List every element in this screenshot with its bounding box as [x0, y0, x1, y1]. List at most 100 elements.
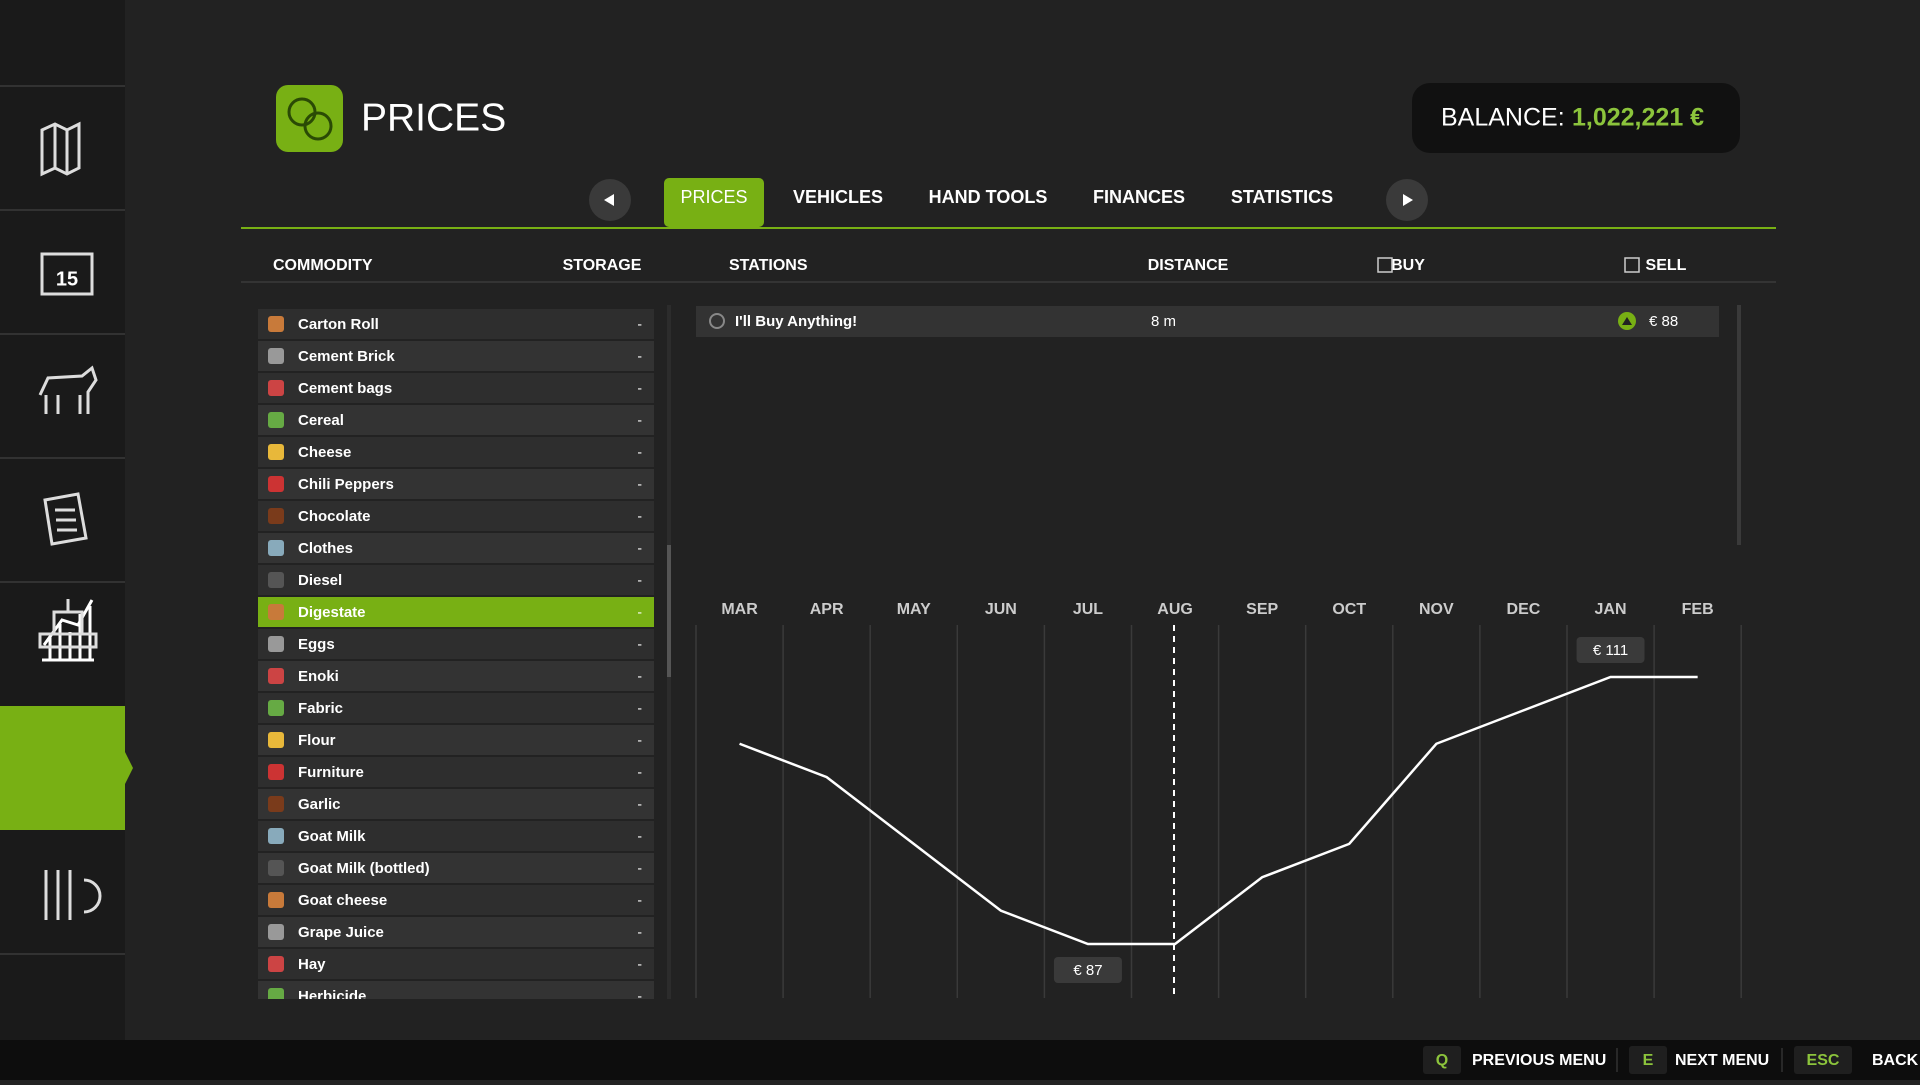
tab[interactable]: PRICES — [680, 187, 747, 207]
commodity-storage: - — [637, 508, 642, 524]
commodity-row[interactable]: Garlic - — [258, 789, 654, 819]
balance-label: BALANCE: — [1441, 104, 1565, 132]
footer-action[interactable]: NEXT MENU — [1675, 1052, 1769, 1069]
station-row[interactable] — [696, 306, 1719, 337]
commodity-storage: - — [637, 924, 642, 940]
svg-text:15: 15 — [56, 268, 78, 290]
calendar-icon[interactable] — [40, 252, 94, 296]
commodity-row[interactable]: Goat Milk - — [258, 821, 654, 851]
commodity-storage: - — [637, 732, 642, 748]
commodity-row[interactable]: Hay - — [258, 949, 654, 979]
commodity-name: Digestate — [298, 604, 366, 621]
commodity-row[interactable]: Chili Peppers - — [258, 469, 654, 499]
commodity-storage: - — [637, 540, 642, 556]
commodity-row[interactable]: Chocolate - — [258, 501, 654, 531]
commodity-icon — [268, 604, 284, 620]
commodity-storage: - — [637, 380, 642, 396]
commodity-storage: - — [637, 764, 642, 780]
commodity-icon — [268, 508, 284, 524]
animals-icon[interactable] — [38, 365, 98, 414]
row-bg — [258, 565, 654, 595]
commodity-row[interactable]: Diesel - — [258, 565, 654, 595]
commodity-name: Garlic — [298, 796, 341, 813]
commodity-name: Hay — [298, 956, 326, 973]
commodity-row[interactable]: Fabric - — [258, 693, 654, 723]
commodity-storage: - — [637, 412, 642, 428]
station-scrollbar — [1737, 305, 1741, 545]
commodity-row[interactable]: Furniture - — [258, 757, 654, 787]
month-label: OCT — [1332, 601, 1366, 618]
commodity-storage: - — [637, 828, 642, 844]
commodity-row[interactable]: Herbicide - — [258, 981, 654, 1011]
column-header: BUY — [1391, 257, 1425, 274]
commodity-storage: - — [637, 988, 642, 1004]
commodity-icon — [268, 732, 284, 748]
commodity-icon — [268, 636, 284, 652]
commodity-row[interactable]: Goat cheese - — [258, 885, 654, 915]
row-bg — [258, 949, 654, 979]
commodity-storage: - — [637, 316, 642, 332]
row-bg — [258, 757, 654, 787]
settings-icon[interactable] — [44, 870, 102, 920]
commodity-row[interactable]: Goat Milk (bottled) - — [258, 853, 654, 883]
commodity-row[interactable]: Cement Brick - — [258, 341, 654, 371]
footer-action[interactable]: PREVIOUS MENU — [1472, 1052, 1606, 1069]
commodity-storage: - — [637, 572, 642, 588]
sell-icon — [1624, 257, 1640, 273]
price-label: € 87 — [1073, 962, 1102, 979]
production-icon[interactable] — [38, 599, 98, 649]
column-header: SELL — [1646, 257, 1687, 274]
sidebar-active[interactable] — [0, 706, 133, 830]
tab[interactable]: VEHICLES — [793, 187, 883, 207]
key-hint: Q — [1436, 1052, 1448, 1069]
balance-box — [1412, 83, 1740, 153]
commodity-row[interactable]: Eggs - — [258, 629, 654, 659]
list-scrollbar-thumb[interactable] — [667, 545, 671, 677]
commodity-row[interactable]: Digestate - — [258, 597, 654, 627]
sidebar-dividers — [0, 85, 125, 955]
key-box — [1629, 1046, 1667, 1074]
tab[interactable]: STATISTICS — [1231, 187, 1333, 207]
commodity-name: Cement bags — [298, 380, 392, 397]
month-label: MAY — [897, 601, 931, 618]
commodity-row[interactable]: Cereal - — [258, 405, 654, 435]
commodity-storage: - — [637, 796, 642, 812]
commodity-row[interactable]: Flour - — [258, 725, 654, 755]
month-label: FEB — [1682, 601, 1714, 618]
key-hint: E — [1643, 1052, 1654, 1069]
commodity-name: Chili Peppers — [298, 476, 394, 493]
station-sell: € 88 — [1649, 313, 1678, 330]
row-bg — [258, 981, 654, 999]
commodity-row[interactable]: Grape Juice - — [258, 917, 654, 947]
commodity-row[interactable]: Cheese - — [258, 437, 654, 467]
commodity-name: Goat Milk (bottled) — [298, 860, 430, 877]
commodity-icon — [268, 796, 284, 812]
map-icon[interactable] — [40, 121, 81, 177]
commodity-row[interactable]: Enoki - — [258, 661, 654, 691]
column-header: STATIONS — [729, 257, 808, 274]
commodity-name: Fabric — [298, 700, 343, 717]
commodity-storage: - — [637, 892, 642, 908]
commodity-icon — [268, 572, 284, 588]
price-label-box — [1576, 637, 1645, 663]
footer-action[interactable]: BACK — [1872, 1052, 1919, 1069]
balance-value: 1,022,221 € — [1572, 104, 1704, 132]
commodity-icon — [268, 348, 284, 364]
month-label: JAN — [1595, 601, 1627, 618]
commodity-name: Herbicide — [298, 988, 366, 1005]
commodity-name: Goat Milk — [298, 828, 366, 845]
price-line — [739, 675, 1698, 946]
contracts-icon[interactable] — [43, 492, 88, 546]
commodity-row[interactable]: Carton Roll - — [258, 309, 654, 339]
commodity-row[interactable]: Cement bags - — [258, 373, 654, 403]
commodity-row[interactable]: Clothes - — [258, 533, 654, 563]
column-header: COMMODITY — [273, 257, 373, 274]
tab[interactable]: HAND TOOLS — [929, 187, 1048, 207]
tab[interactable]: FINANCES — [1093, 187, 1185, 207]
month-label: DEC — [1507, 601, 1541, 618]
footer-bar — [0, 1040, 1920, 1080]
commodity-storage: - — [637, 860, 642, 876]
buy-icon — [1377, 257, 1393, 273]
commodity-storage: - — [637, 636, 642, 652]
row-bg — [258, 597, 654, 627]
